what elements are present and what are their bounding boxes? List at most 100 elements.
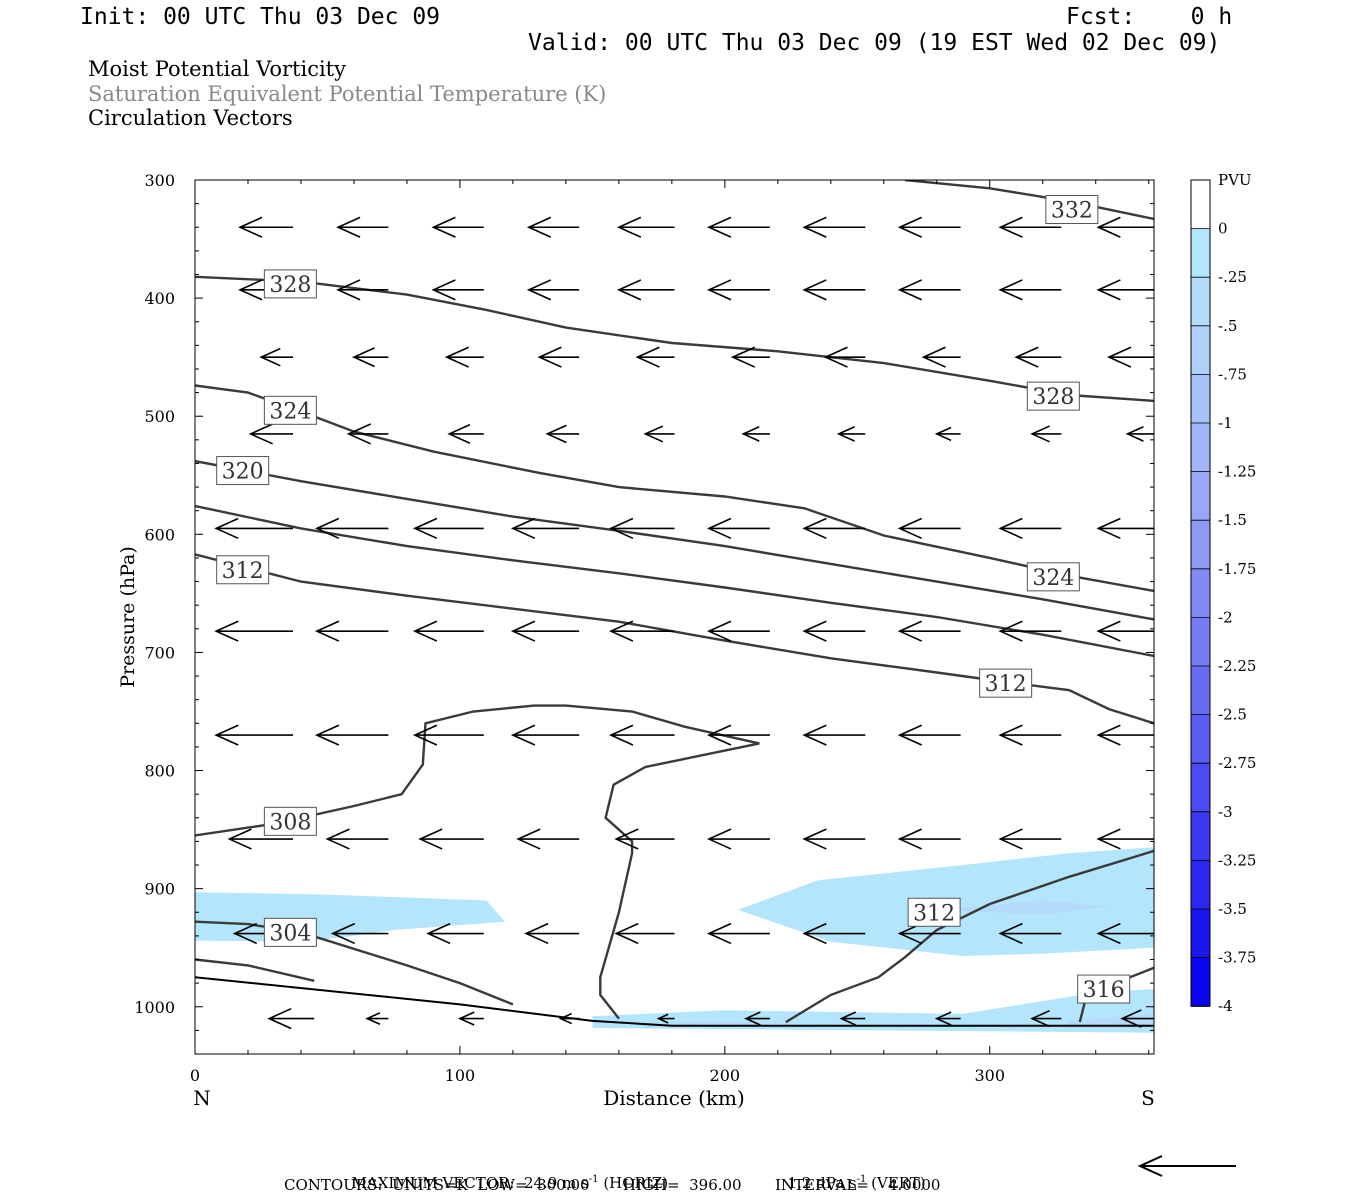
vector-head (706, 279, 732, 301)
vector-arrow-6-5 (706, 724, 770, 746)
vector-head (214, 517, 239, 540)
vector-arrow-4-6 (802, 517, 866, 540)
vector-arrow-2-2 (444, 346, 484, 368)
x-tick-label: 300 (974, 1066, 1005, 1085)
vector-arrow-7-0 (227, 828, 294, 850)
vector-head (616, 279, 642, 301)
north-label: N (193, 1086, 211, 1110)
vector-head (457, 1011, 475, 1026)
vector-arrow-3-9 (1125, 426, 1154, 442)
vector-head (214, 620, 239, 642)
y-tick-label: 800 (144, 762, 175, 781)
vector-arrow-8-3 (524, 922, 580, 945)
vector-head (998, 922, 1023, 945)
colorbar-label: -3.75 (1218, 949, 1256, 967)
vector-arrow-0-6 (802, 216, 866, 238)
vector-arrow-9-4 (656, 1013, 675, 1024)
contour-label-text: 312 (222, 559, 264, 584)
colorbar-label: -2.75 (1218, 754, 1256, 772)
south-label: S (1141, 1086, 1155, 1110)
contour-label-316: 316 (1077, 974, 1131, 1004)
vector-head (802, 216, 827, 238)
vector-head (431, 279, 456, 301)
colorbar-label: 0 (1218, 220, 1228, 238)
vector-head (706, 724, 732, 746)
vector-arrow-5-7 (897, 620, 961, 642)
contour-label-text: 324 (269, 399, 311, 424)
vector-head (998, 216, 1023, 238)
vector-arrow-2-1 (352, 347, 389, 368)
vector-arrow-4-7 (897, 517, 961, 540)
colorbar-title: PVU (1218, 171, 1252, 189)
y-tick-label: 700 (144, 643, 175, 662)
x-tick-label: 0 (190, 1066, 200, 1085)
vector-arrow-0-9 (1096, 216, 1154, 238)
vector-arrow-3-0 (248, 423, 294, 445)
contour-label-text: 328 (1032, 385, 1074, 410)
colorbar-swatch (1191, 909, 1210, 959)
contour-label-text: 320 (222, 460, 264, 485)
vector-arrow-1-8 (998, 279, 1062, 301)
contour-label-text: 332 (1051, 199, 1093, 224)
vector-arrow-7-6 (802, 828, 866, 850)
y-axis-label: Pressure (hPa) (117, 546, 139, 688)
vector-arrow-9-1 (365, 1012, 389, 1026)
contour-label-320: 320 (216, 456, 270, 486)
vector-head (656, 1013, 669, 1024)
vector-arrow-0-3 (526, 216, 580, 238)
terrain-surface (195, 976, 1154, 1027)
colorbar-label: -2 (1218, 608, 1233, 626)
colorbar-swatch (1191, 617, 1210, 667)
vector-head (836, 426, 855, 442)
vector-arrow-3-6 (836, 426, 866, 442)
vector-arrow-3-3 (545, 424, 580, 444)
colorbar-label: -.25 (1218, 268, 1247, 286)
vector-arrow-3-7 (934, 426, 961, 442)
vector-arrow-4-3 (510, 517, 580, 540)
vector-head (418, 828, 443, 850)
contour-label-text: 316 (1083, 978, 1125, 1003)
y-axis: 300 400 500 600 700 800 900 1000 (134, 171, 1154, 1055)
vert-value: 1.2 dPa s (787, 1174, 857, 1192)
vector-head (741, 426, 760, 442)
vector-arrow-9-6 (839, 1011, 866, 1026)
vector-head (802, 517, 827, 540)
vector-head (614, 828, 639, 850)
vector-head (214, 724, 239, 746)
vector-head (510, 517, 536, 540)
vector-head (706, 828, 732, 850)
contour-label-312: 312 (216, 555, 270, 585)
vector-head (1096, 724, 1121, 746)
vert-exponent: -1 (856, 1174, 867, 1185)
vector-head (1096, 828, 1121, 850)
vector-head (412, 517, 438, 540)
vector-arrow-9-5 (744, 1011, 770, 1026)
vector-head (608, 724, 634, 746)
vector-arrow-2-5 (730, 346, 770, 368)
vector-arrow-9-0 (267, 1007, 315, 1030)
vector-head (802, 279, 827, 301)
contour-label-312: 312 (907, 897, 961, 927)
vector-head (897, 828, 923, 850)
contour-line-1 (195, 275, 1154, 403)
plot-frame (194, 179, 1155, 1055)
vector-arrow-4-4 (608, 517, 675, 540)
vector-head (314, 517, 340, 540)
forecast-hour: Fcst: 0 h (1066, 4, 1233, 30)
contour-label-box (216, 555, 270, 585)
colorbar-swatch (1191, 325, 1210, 375)
vector-head (802, 922, 827, 945)
contour-label-box (1045, 195, 1099, 225)
contour-label-box (1077, 974, 1131, 1004)
vector-head (897, 216, 923, 238)
colorbar-label: -1 (1218, 414, 1233, 432)
vector-head (730, 346, 756, 368)
vector-head (1096, 216, 1121, 238)
contour-label-box (216, 456, 270, 486)
vector-head (510, 620, 536, 642)
contour-label-box (263, 806, 317, 836)
vector-head (744, 1011, 761, 1026)
vector-head (259, 347, 281, 367)
vector-head (706, 620, 732, 642)
